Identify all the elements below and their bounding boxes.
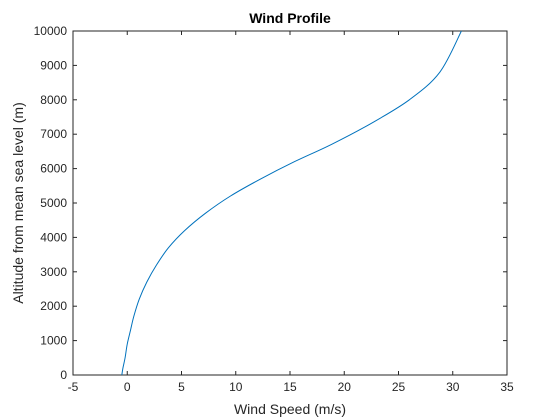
x-tick-label: 15 — [283, 380, 297, 394]
x-tick-label: 30 — [446, 380, 460, 394]
y-tick-label: 0 — [60, 368, 67, 382]
x-axis-label: Wind Speed (m/s) — [234, 401, 346, 417]
series-layer — [121, 30, 462, 376]
x-tick-label: -5 — [68, 380, 79, 394]
wind-profile-line — [121, 30, 462, 376]
y-tick-label: 4000 — [40, 230, 67, 244]
x-tick-label: 35 — [500, 380, 514, 394]
x-tick-label: 25 — [392, 380, 406, 394]
y-tick-label: 9000 — [40, 58, 67, 72]
ticks: -5 0 5 10 15 20 25 30 35010002000300040005000600… — [34, 24, 514, 394]
y-tick-label: 5000 — [40, 196, 67, 210]
y-tick-label: 8000 — [40, 93, 67, 107]
y-tick-label: 1000 — [40, 334, 67, 348]
x-tick-label: 5 — [178, 380, 185, 394]
x-tick-label: 20 — [338, 380, 352, 394]
y-axis-label: Altitude from mean sea level (m) — [10, 102, 26, 304]
x-tick-label: 10 — [229, 380, 243, 394]
plot-area — [72, 30, 508, 376]
chart-title: Wind Profile — [249, 10, 331, 26]
y-tick-label: 7000 — [40, 127, 67, 141]
y-tick-label: 6000 — [40, 162, 67, 176]
y-tick-label: 10000 — [34, 24, 68, 38]
y-tick-label: 2000 — [40, 299, 67, 313]
x-tick-label: 0 — [124, 380, 131, 394]
y-tick-label: 3000 — [40, 265, 67, 279]
